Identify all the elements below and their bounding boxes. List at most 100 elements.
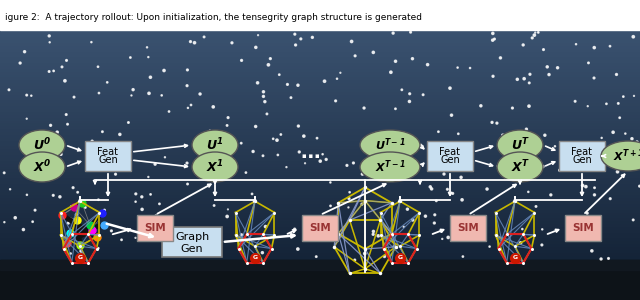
- Bar: [0, 81, 640, 85]
- Point: [429, 212, 440, 217]
- Bar: [0, 147, 640, 151]
- Point: [589, 193, 600, 197]
- Point: [527, 35, 538, 40]
- Point: [531, 204, 541, 209]
- Point: [504, 146, 515, 151]
- Point: [294, 149, 305, 154]
- Point: [368, 50, 378, 55]
- Point: [587, 248, 597, 253]
- Bar: [0, 216, 640, 220]
- Point: [523, 190, 533, 194]
- Point: [457, 197, 467, 202]
- Point: [512, 160, 522, 164]
- Point: [57, 64, 67, 69]
- Point: [137, 207, 147, 212]
- Text: Gen: Gen: [180, 244, 204, 254]
- Point: [137, 194, 147, 199]
- Point: [472, 235, 482, 240]
- Point: [296, 37, 306, 41]
- Point: [0, 220, 10, 225]
- Point: [186, 103, 196, 107]
- Point: [453, 131, 463, 136]
- Bar: [0, 67, 640, 70]
- Point: [290, 32, 300, 37]
- Point: [222, 123, 232, 128]
- Bar: [0, 145, 640, 148]
- Bar: [0, 139, 640, 142]
- Bar: [0, 104, 640, 108]
- Point: [128, 87, 138, 92]
- Text: $\bfit{X}^{T+1}$: $\bfit{X}^{T+1}$: [612, 148, 640, 164]
- Point: [299, 134, 309, 139]
- Bar: [0, 107, 640, 110]
- Point: [247, 191, 257, 196]
- Point: [332, 76, 342, 81]
- Point: [252, 80, 262, 85]
- Bar: [0, 208, 640, 211]
- Point: [346, 39, 356, 44]
- Point: [469, 213, 479, 218]
- Point: [582, 104, 593, 109]
- Bar: [0, 133, 640, 136]
- Bar: [0, 73, 640, 76]
- Point: [156, 224, 166, 229]
- FancyBboxPatch shape: [85, 141, 131, 171]
- Bar: [0, 260, 640, 300]
- Point: [422, 62, 433, 67]
- Point: [492, 121, 502, 125]
- Text: SIM: SIM: [144, 223, 166, 233]
- Point: [542, 64, 552, 69]
- Point: [65, 251, 76, 256]
- Point: [443, 235, 453, 240]
- Bar: [0, 78, 640, 82]
- Point: [49, 68, 59, 73]
- Bar: [0, 116, 640, 119]
- Point: [458, 254, 468, 259]
- Ellipse shape: [19, 152, 65, 182]
- Point: [596, 256, 606, 261]
- Bar: [0, 256, 640, 260]
- Point: [268, 136, 278, 141]
- Bar: [0, 61, 640, 64]
- Point: [102, 80, 113, 85]
- Point: [538, 47, 548, 52]
- Bar: [0, 52, 640, 56]
- Point: [55, 194, 65, 199]
- Point: [550, 144, 560, 149]
- Bar: [0, 179, 640, 182]
- Point: [208, 104, 218, 109]
- Bar: [0, 44, 640, 47]
- Point: [291, 43, 301, 47]
- Point: [115, 132, 125, 137]
- Point: [442, 187, 452, 192]
- Point: [580, 184, 591, 189]
- Point: [632, 140, 640, 144]
- Point: [557, 155, 568, 160]
- Point: [595, 230, 605, 235]
- Point: [116, 237, 127, 242]
- Point: [253, 33, 263, 38]
- Point: [611, 72, 621, 77]
- Point: [451, 223, 461, 228]
- Point: [38, 149, 48, 154]
- Point: [515, 241, 525, 245]
- Point: [265, 56, 275, 61]
- Point: [44, 34, 54, 38]
- Bar: [0, 124, 640, 128]
- Point: [282, 82, 292, 87]
- Point: [524, 104, 534, 109]
- Bar: [0, 254, 640, 257]
- Text: $\bfit{X}^{T-1}$: $\bfit{X}^{T-1}$: [374, 159, 405, 175]
- Point: [518, 43, 528, 47]
- Bar: [0, 122, 640, 125]
- Text: Gen: Gen: [440, 155, 460, 165]
- Point: [125, 55, 136, 60]
- Point: [68, 185, 78, 190]
- Ellipse shape: [497, 130, 543, 160]
- Bar: [0, 29, 640, 33]
- Point: [15, 61, 25, 65]
- Bar: [0, 205, 640, 208]
- Point: [406, 30, 416, 34]
- Point: [388, 244, 399, 249]
- Point: [335, 70, 346, 75]
